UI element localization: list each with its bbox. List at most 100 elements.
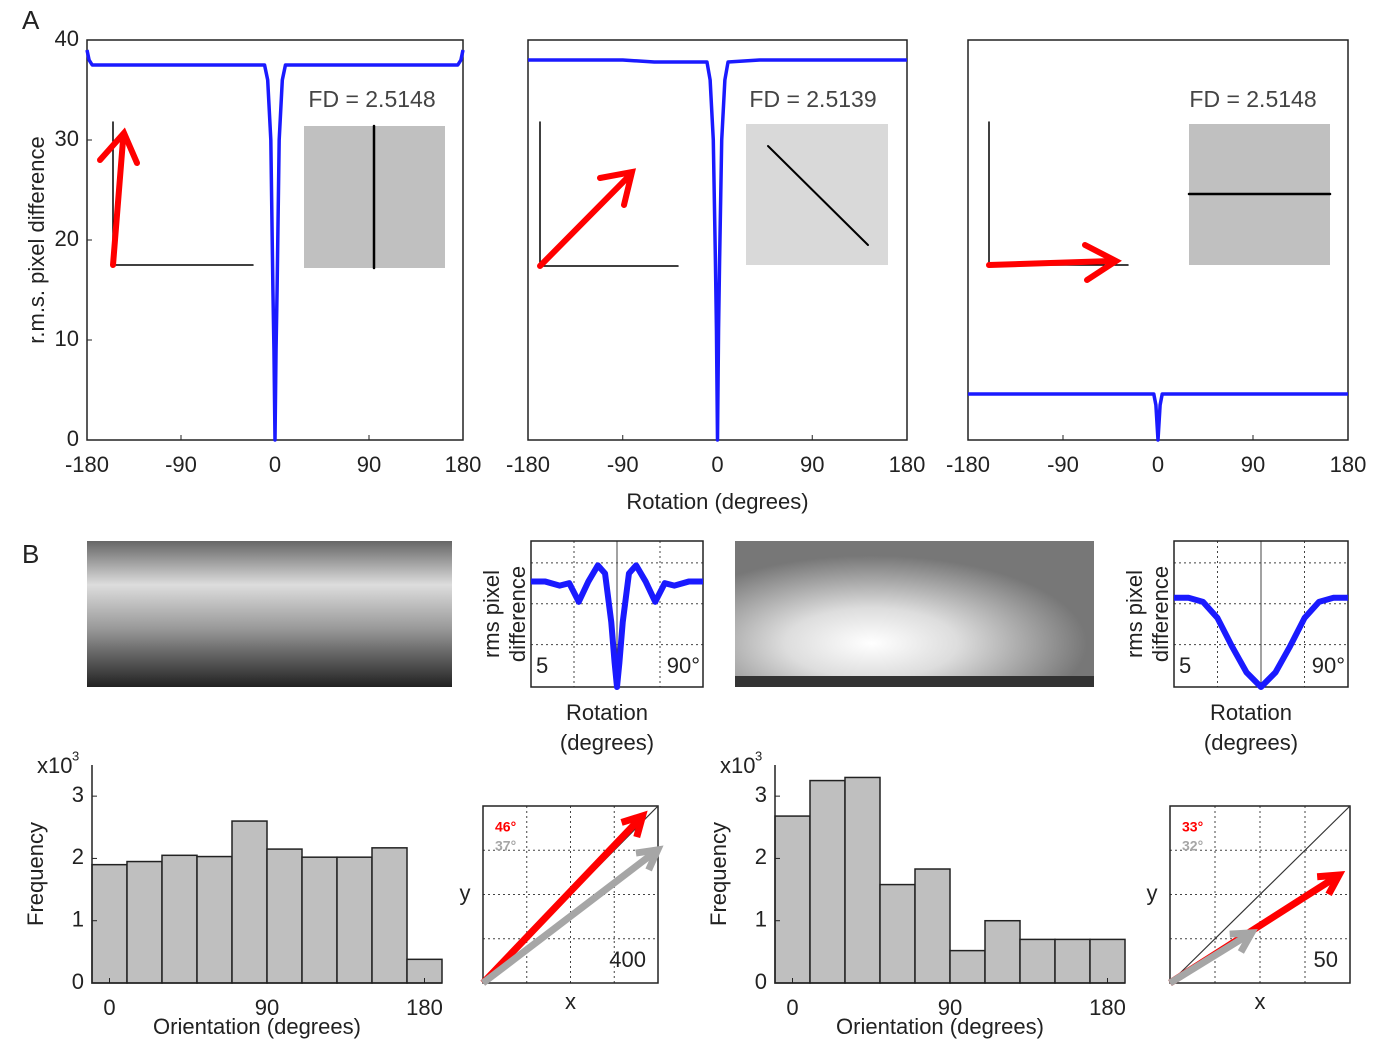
- y-axis-label: rms pixel: [1122, 570, 1147, 658]
- bar: [984, 919, 1021, 984]
- y-axis-label: difference: [505, 566, 530, 662]
- y-tick-label: 0: [755, 969, 767, 994]
- bar: [371, 847, 408, 984]
- data-line: [531, 562, 703, 690]
- x-tick-label: 0: [103, 995, 115, 1020]
- bar: [266, 848, 303, 984]
- x-tick-label: -180: [65, 452, 109, 477]
- panel-label: A: [22, 5, 40, 35]
- y-multiplier: x10: [37, 753, 72, 778]
- annotation: FD = 2.5148: [1189, 86, 1316, 112]
- vector-head: [620, 810, 648, 839]
- angle-label: 46°: [495, 819, 516, 835]
- x-tick-label: 90: [255, 995, 279, 1020]
- y-axis-label: r.m.s. pixel difference: [24, 136, 49, 343]
- y-tick-label: 1: [72, 907, 84, 932]
- x-axis-label: Orientation (degrees): [836, 1014, 1044, 1039]
- x-axis-label: Rotation (degrees): [626, 489, 808, 514]
- x-axis-label: Rotation: [1210, 700, 1292, 725]
- bar: [949, 949, 986, 984]
- horizon: [735, 676, 1094, 687]
- bar: [1019, 938, 1056, 984]
- y-tick-label: 40: [55, 26, 79, 51]
- bar: [91, 863, 128, 984]
- x-axis-label: (degrees): [1204, 730, 1298, 755]
- vector-head: [1229, 928, 1258, 954]
- x-tick-label: 0: [786, 995, 798, 1020]
- x-tick-label: 180: [1089, 995, 1126, 1020]
- x-axis-label: (degrees): [560, 730, 654, 755]
- x-tick-label: 180: [889, 452, 926, 477]
- vector-arrow: [1168, 929, 1254, 986]
- x-axis-label: Rotation: [566, 700, 648, 725]
- bar: [774, 815, 811, 984]
- x-tick-label: -90: [165, 452, 197, 477]
- y-multiplier-exp: 3: [755, 748, 762, 763]
- bar: [844, 776, 881, 984]
- x-tick-label: 180: [1330, 452, 1367, 477]
- bar: [126, 860, 163, 984]
- annotation: 5: [536, 653, 548, 678]
- y-axis-label: difference: [1148, 566, 1173, 662]
- bar: [196, 855, 233, 984]
- plot-frame: [482, 805, 659, 984]
- vector-arrow: [480, 813, 646, 986]
- bar: [809, 779, 846, 984]
- y-multiplier-exp: 3: [72, 748, 79, 763]
- y-axis-label: rms pixel: [479, 570, 504, 658]
- x-tick-label: 0: [269, 452, 281, 477]
- scale-label: 50: [1314, 947, 1338, 972]
- data-line: [1174, 594, 1348, 690]
- panorama-image: [87, 541, 452, 687]
- panel-label: B: [22, 539, 39, 569]
- annotation: FD = 2.5139: [749, 86, 876, 112]
- annotation: FD = 2.5148: [308, 86, 435, 112]
- y-tick-label: 2: [72, 844, 84, 869]
- inset: [97, 121, 1332, 283]
- annotation: 5: [1179, 653, 1191, 678]
- annotation: 90°: [667, 653, 700, 678]
- x-tick-label: -180: [946, 452, 990, 477]
- x-tick-label: 180: [406, 995, 443, 1020]
- data-line: [528, 58, 907, 442]
- diagonal: [1169, 805, 1351, 984]
- y-tick-label: 10: [55, 326, 79, 351]
- y-tick-label: 0: [72, 969, 84, 994]
- y-tick-label: 2: [755, 844, 767, 869]
- x-axis-label: x: [565, 989, 576, 1014]
- x-tick-label: -180: [506, 452, 550, 477]
- y-axis-label: Frequency: [23, 822, 48, 926]
- y-tick-label: 20: [55, 226, 79, 251]
- angle-label: 37°: [495, 838, 516, 854]
- y-tick-label: 3: [755, 782, 767, 807]
- y-axis-label: y: [460, 880, 471, 905]
- bar: [879, 883, 916, 984]
- y-axis-label: Frequency: [706, 822, 731, 926]
- vector-head: [1316, 871, 1346, 897]
- bar: [1089, 938, 1126, 984]
- x-tick-label: 90: [938, 995, 962, 1020]
- x-axis-label: Orientation (degrees): [153, 1014, 361, 1039]
- data-line: [85, 49, 465, 442]
- y-tick-label: 30: [55, 126, 79, 151]
- angle-label: 32°: [1182, 838, 1203, 854]
- y-axis-label: y: [1147, 880, 1158, 905]
- x-tick-label: -90: [607, 452, 639, 477]
- panorama-image: [735, 541, 1094, 687]
- y-tick-label: 3: [72, 782, 84, 807]
- bar: [336, 856, 373, 984]
- vector-head: [635, 845, 664, 872]
- vector-arrow: [480, 847, 660, 986]
- x-tick-label: 90: [357, 452, 381, 477]
- x-tick-label: 0: [1152, 452, 1164, 477]
- x-tick-label: 180: [445, 452, 482, 477]
- y-tick-label: 0: [67, 426, 79, 451]
- angle-label: 33°: [1182, 819, 1203, 835]
- plot-frame: [1169, 805, 1351, 984]
- x-axis-label: x: [1255, 989, 1266, 1014]
- annotation: 90°: [1312, 653, 1345, 678]
- bar: [1054, 938, 1091, 984]
- bar: [161, 854, 198, 984]
- x-tick-label: 90: [800, 452, 824, 477]
- x-tick-label: 90: [1241, 452, 1265, 477]
